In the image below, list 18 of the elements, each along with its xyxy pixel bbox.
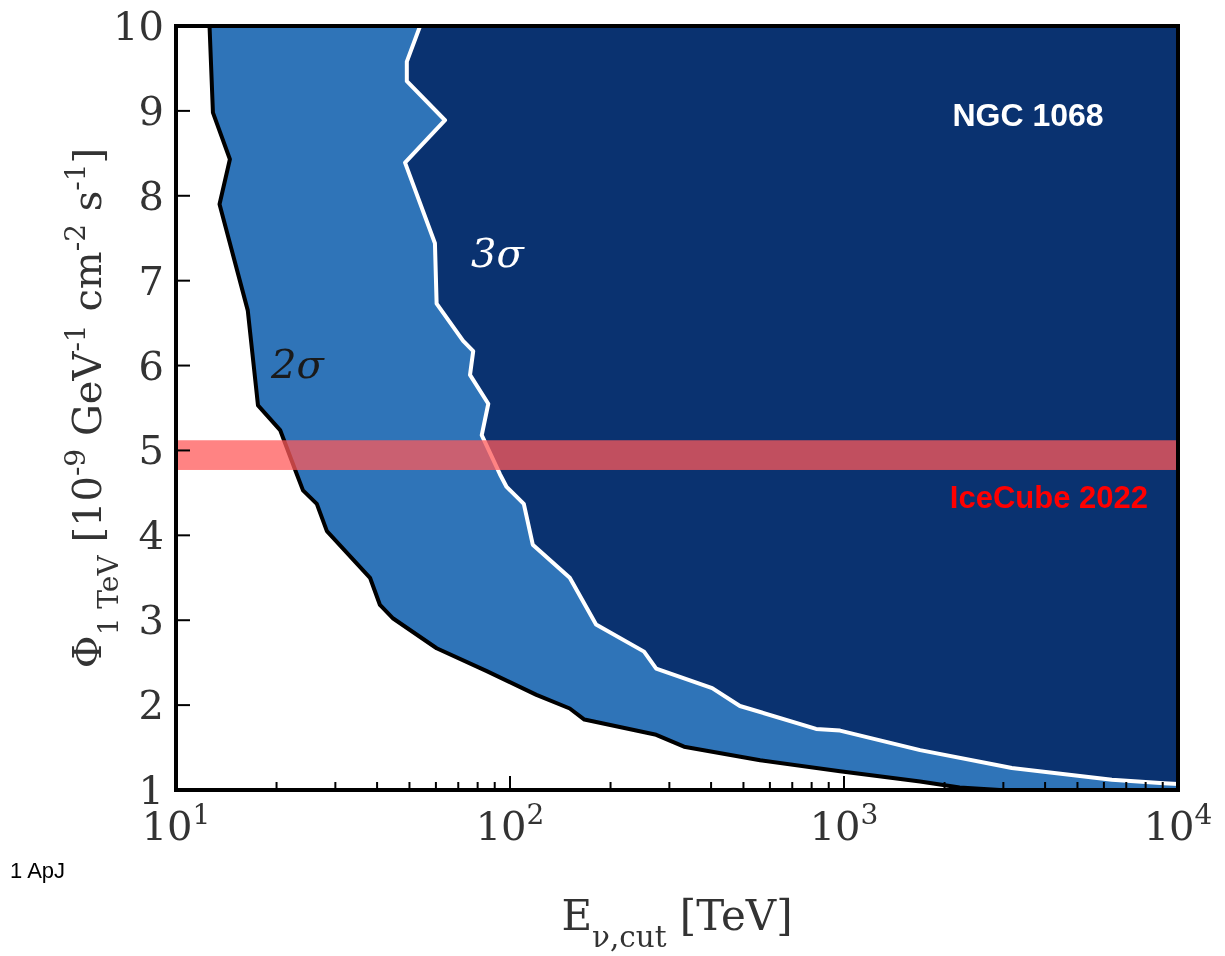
- y-tick-label: 10: [113, 3, 164, 49]
- band-label: IceCube 2022: [949, 479, 1148, 515]
- y-tick-label: 4: [138, 512, 164, 559]
- y-tick-label: 2: [138, 682, 164, 729]
- y-tick-label: 7: [138, 257, 164, 304]
- annotation: 2σ: [270, 340, 326, 387]
- y-tick-label: 6: [138, 342, 164, 389]
- x-tick-label: 10$^{2}$: [475, 797, 545, 849]
- x-tick-label: 10$^{4}$: [1143, 797, 1213, 849]
- text: 1 ApJ: [10, 858, 66, 883]
- annotation: 3σ: [471, 230, 526, 277]
- y-tick-label: 8: [138, 172, 164, 219]
- y-tick-label: 3: [138, 597, 164, 644]
- x-axis-title: E$_{ν,cut}$ [TeV]: [561, 891, 793, 954]
- y-tick-label: 5: [138, 427, 164, 474]
- annotation: NGC 1068: [952, 97, 1104, 133]
- x-tick-label: 10$^{3}$: [809, 797, 879, 849]
- y-tick-label: 9: [138, 87, 164, 134]
